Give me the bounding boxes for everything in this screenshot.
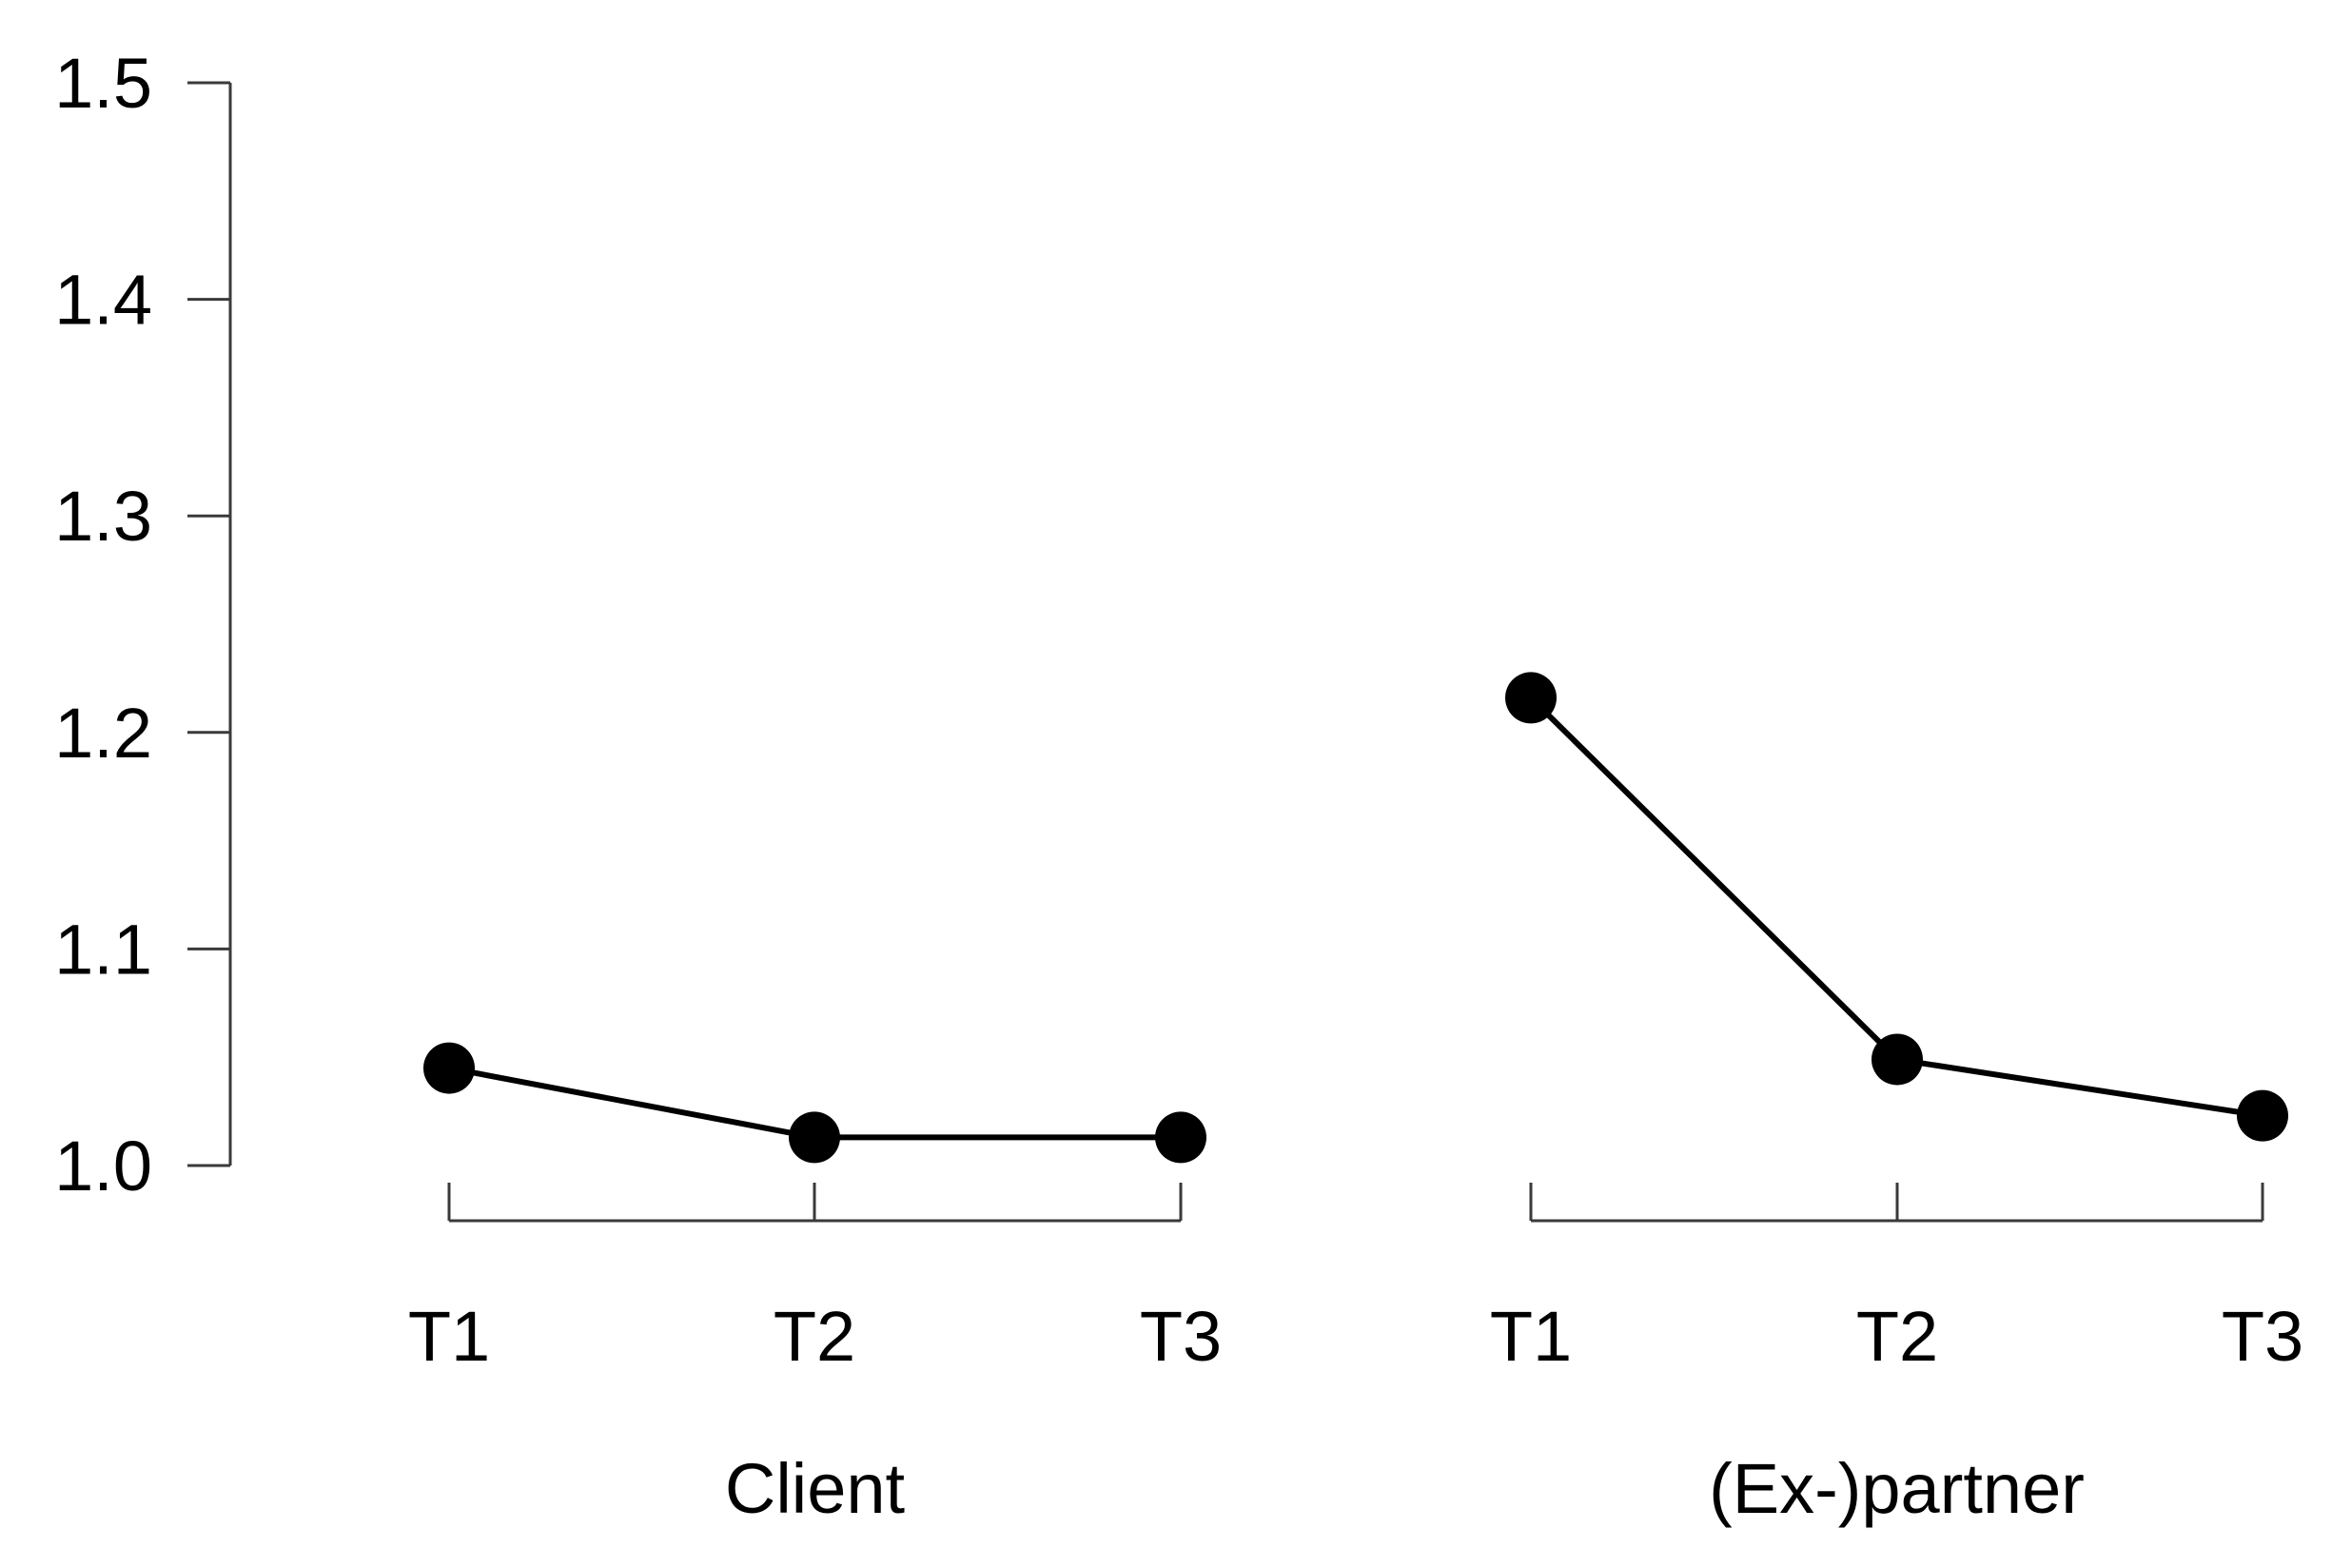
data-point [2237,1089,2288,1142]
group-1: T1 T2 T3 (Ex-)partner [1490,672,2303,1528]
y-tick-label: 1.4 [54,261,152,340]
group-0: T1 T2 T3 Client [408,1042,1222,1528]
x-tick-label: T1 [408,1297,490,1376]
data-point [1505,672,1557,724]
y-tick-label: 1.3 [54,477,152,556]
y-tick-label: 1.5 [54,44,152,123]
group-label: (Ex-)partner [1709,1449,2085,1528]
x-tick-label: T3 [1140,1297,1222,1376]
y-tick-label: 1.2 [54,694,152,773]
data-point [423,1042,475,1094]
data-point [789,1111,840,1164]
y-axis: 1.0 1.1 1.2 1.3 1.4 1.5 [54,44,232,1205]
x-tick-label: T1 [1490,1297,1572,1376]
group-label: Client [725,1449,906,1528]
data-point [1871,1033,1923,1086]
data-point [1155,1111,1206,1164]
x-tick-label: T2 [1856,1297,1938,1376]
x-tick-label: T3 [2222,1297,2303,1376]
y-tick-label: 1.0 [54,1127,152,1205]
x-tick-label: T2 [774,1297,855,1376]
y-tick-label: 1.1 [54,910,152,989]
chart-groups: T1 T2 T3 Client T1 T2 T3 (Ex-)partner [408,672,2303,1528]
